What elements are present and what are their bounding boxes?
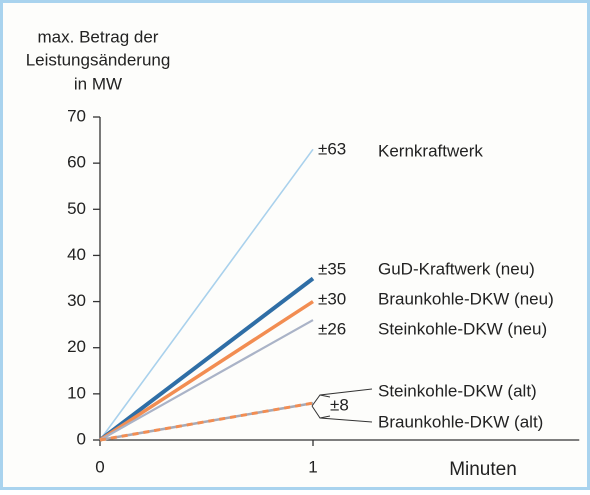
y-tick-label: 60	[67, 153, 86, 172]
data-line	[99, 319, 314, 441]
y-tick-label: 40	[67, 245, 86, 264]
legend-label: Kernkraftwerk	[378, 141, 483, 160]
y-tick-label: 30	[67, 291, 86, 310]
data-line	[98, 276, 315, 442]
legend-label: Braunkohle-DKW (alt)	[378, 412, 543, 431]
data-line	[99, 401, 314, 442]
data-label: ±35	[318, 259, 346, 278]
data-label: ±26	[318, 319, 346, 338]
y-tick-label: 70	[67, 106, 86, 125]
y-tick-label: 50	[67, 199, 86, 218]
y-axis-label: Leistungsänderung	[26, 50, 171, 69]
legend-label: Braunkohle-DKW (neu)	[378, 289, 554, 308]
y-tick-label: 20	[67, 337, 86, 356]
y-axis-label: in MW	[74, 74, 122, 93]
y-tick-label: 10	[67, 383, 86, 402]
legend-label: Steinkohle-DKW (alt)	[378, 381, 537, 400]
legend-label: GuD-Kraftwerk (neu)	[378, 259, 535, 278]
bracket	[311, 388, 373, 423]
data-line	[99, 148, 314, 441]
x-tick-label: 1	[308, 457, 317, 476]
y-tick-label: 0	[77, 429, 86, 448]
y-axis-label: max. Betrag der	[38, 27, 159, 46]
legend-label: Steinkohle-DKW (neu)	[378, 319, 547, 338]
x-tick-label: 0	[95, 457, 104, 476]
data-label: ±8	[330, 395, 349, 414]
data-label: ±63	[318, 139, 346, 158]
data-label: ±30	[318, 289, 346, 308]
data-line	[99, 300, 314, 442]
x-axis-label: Minuten	[449, 459, 517, 480]
